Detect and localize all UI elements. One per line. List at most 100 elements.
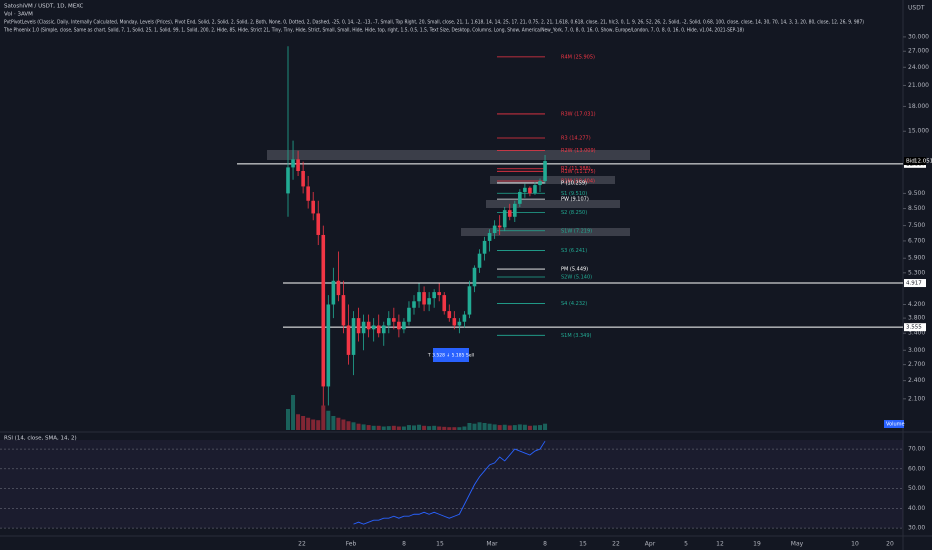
x-tick-label: Apr [645,541,656,548]
pivot-label: S2W (5.140) [561,274,592,280]
volume-bar [356,423,361,430]
x-tick-label: 8 [402,541,406,548]
volume-bar [442,426,447,430]
y-tick-label: 15.000 [908,128,929,135]
y-tick-label: 21.000 [908,82,929,89]
volume-bar [457,427,462,430]
pivot-label: R3 (14.277) [561,135,591,141]
volume-bar [477,422,482,430]
volume-bar [412,425,416,430]
volume-bar [487,423,492,430]
candle-body [442,295,447,312]
candle-body [301,171,305,187]
volume-bar [331,416,336,430]
volume-bar [538,425,542,430]
pivot-label: P (10.259) [561,180,587,186]
indicator: PvtPivotLevels (Classic, Daily, Internal… [4,20,864,26]
candle-body [306,186,310,201]
candle-body [457,321,462,326]
y-tick-label: 3.000 [908,347,925,354]
candle-body [371,325,376,330]
candle-body [472,267,477,287]
candle-body [437,292,441,296]
y-tick-label: 3.800 [908,315,925,322]
x-tick-label: Feb [346,541,357,548]
volume-bar [497,425,502,430]
y-tick-label: 4.200 [908,301,925,308]
zone [461,228,630,236]
candle-body [291,159,295,168]
volume-bar [467,423,472,430]
volume-bar [482,423,487,430]
candle-body [543,161,547,182]
candle-body [387,318,391,326]
x-tick-label: 10 [851,541,859,548]
volume-bar [517,424,522,430]
zone [490,176,615,184]
pivot-label: R1W (11.175) [561,169,596,175]
y-tick-label: 5.300 [908,269,925,276]
x-tick-label: 20 [886,541,894,548]
y-tick-label: 5.900 [908,255,925,262]
volume-bar [366,425,371,430]
volume-bar [351,422,356,430]
pivot-label: PW (9.107) [561,197,589,203]
volume-bar [472,423,477,430]
candle-body [513,203,517,217]
volume-bar [502,424,507,430]
x-tick-label: 19 [753,541,761,548]
pivot-label: S1M (3.349) [561,333,592,339]
volume-bar [326,410,331,430]
candle-body [351,318,356,355]
y-tick-label: 24.000 [908,64,929,71]
candle-body [528,187,532,194]
pivot-label: R3W (17.031) [561,111,596,117]
volume-bar [346,421,351,430]
volume-bar [361,424,366,430]
order-tag-box[interactable] [433,348,469,362]
rsi-tick-label: 30.00 [908,525,925,532]
candle-body [502,210,507,228]
candle-body [361,321,366,334]
pivot-label: PM (5.449) [561,267,588,273]
order-tag[interactable]: T 3.528 ↓ 5.185 Sell [427,353,474,359]
y-tick-label: 6.700 [908,237,925,244]
last-price: 12.051 [914,159,932,165]
candle-body [402,321,406,330]
candle-body [296,159,300,172]
volume-bar [427,426,432,430]
candle-body [311,200,315,214]
price-tag: 4.917 [906,281,922,287]
volume-bar [422,425,427,430]
pivot-label: S4 (4.232) [561,301,587,307]
y-tick-label: 27.000 [908,48,929,55]
candle-body [376,325,381,334]
candle-body [462,314,467,322]
candle-body [341,295,346,326]
volume-bar [492,424,497,430]
candle-body [523,187,527,192]
candle-body [397,321,401,330]
price-tag-box [904,323,926,332]
candle-body [286,167,290,194]
x-tick-label: 15 [436,541,444,548]
y-tick-label: 18.000 [908,103,929,110]
volume-label: Vol · 3AVM [4,12,33,18]
volume-bar [371,425,376,430]
y-tick-label: 3.400 [908,330,925,337]
pivot-label: S3 (6.241) [561,248,587,254]
volume-bar [296,414,301,430]
candle-body [412,301,416,308]
volume-bar [341,419,346,430]
x-tick-label: 22 [298,541,306,548]
candle-body [452,318,457,326]
candle-body [497,225,502,228]
y-tick-label: 30.000 [908,33,929,40]
volume-bar [512,425,517,430]
rsi-tick-label: 70.00 [908,446,925,453]
currency: USDT [908,5,925,12]
rsi-label: RSI (14, close, SMA, 14, 2) [4,436,77,442]
volume-tag-box [884,420,904,428]
